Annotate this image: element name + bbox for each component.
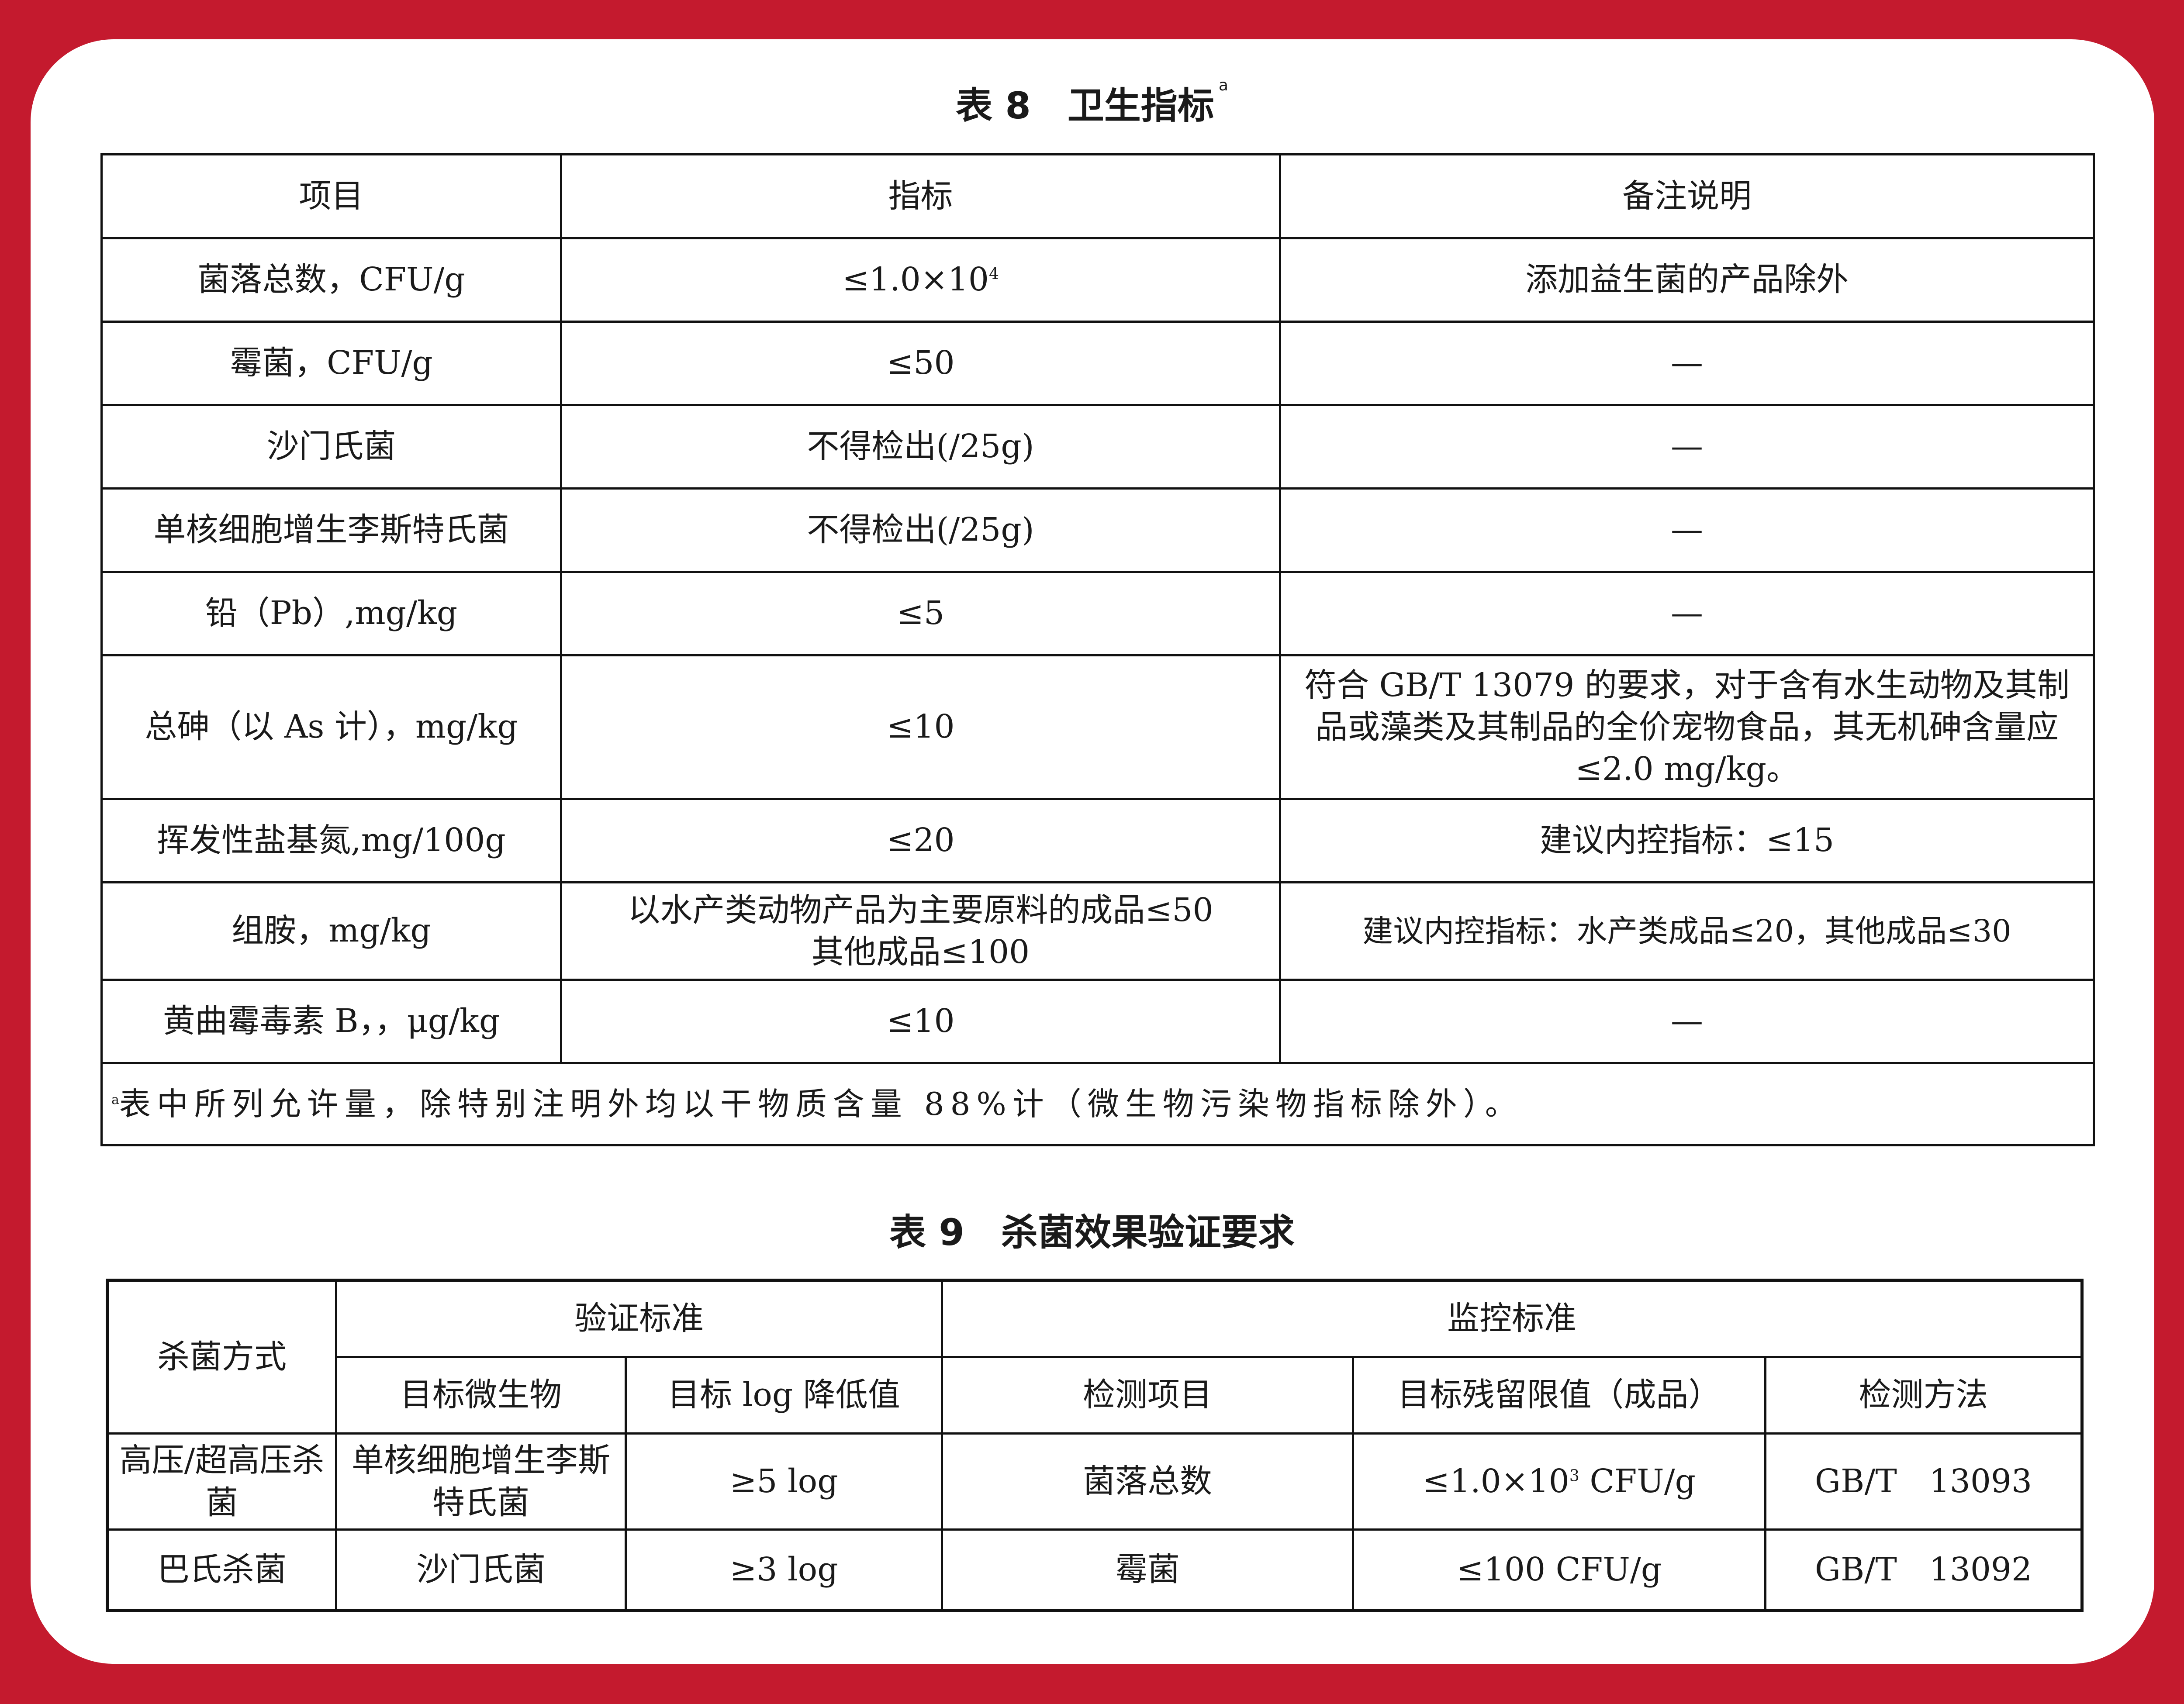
log-cell: ≥3 log (625, 1528, 943, 1611)
table9-sterilization-requirements: 杀菌方式 验证标准 监控标准 目标微生物 目标 log 降低值 检测项目 目标残… (106, 1279, 2084, 1612)
test-cell: GB/T 13093 (1764, 1432, 2083, 1531)
header-cell: 监控标准 (941, 1279, 2083, 1358)
table-row: 组胺，mg/kg 以水产类动物产品为主要原料的成品≤50 其他成品≤100 建议内… (100, 881, 2095, 981)
limit-cell: ≤5 (560, 571, 1281, 656)
header-cell: 指标 (560, 153, 1281, 239)
header-cell: 项目 (100, 153, 562, 239)
residual-cell: ≤100 CFU/g (1352, 1528, 1766, 1611)
item-cell: 挥发性盐基氮,mg/100g (100, 798, 562, 883)
limit-cell: ≤10 (560, 654, 1281, 800)
table-header-row: 项目 指标 备注说明 (100, 153, 2095, 239)
item-cell: 菌落总数，CFU/g (100, 237, 562, 323)
footnote-row: a表中所列允许量，除特别注明外均以干物质含量 88%计（微生物污染物指标除外）。 (100, 1062, 2095, 1146)
method-cell: 巴氏杀菌 (106, 1528, 337, 1611)
table8-hygiene-indicators: 项目 指标 备注说明 菌落总数，CFU/g ≤1.0×104 添加益生菌的产品除… (100, 153, 2095, 1146)
limit-cell: ≤10 (560, 979, 1281, 1064)
header-cell: 备注说明 (1279, 153, 2095, 239)
limit-cell: 以水产类动物产品为主要原料的成品≤50 其他成品≤100 (560, 881, 1281, 981)
item-cell: 沙门氏菌 (100, 404, 562, 490)
table-row: 单核细胞增生李斯特氏菌 不得检出(/25g) — (100, 487, 2095, 573)
footnote: a表中所列允许量，除特别注明外均以干物质含量 88%计（微生物污染物指标除外）。 (100, 1062, 2095, 1146)
table-row: 巴氏杀菌 沙门氏菌 ≥3 log 霉菌 ≤100 CFU/g GB/T 1309… (106, 1528, 2083, 1611)
table-row: 霉菌，CFU/g ≤50 — (100, 321, 2095, 406)
test-cell: GB/T 13092 (1764, 1528, 2083, 1611)
limit-cell: 不得检出(/25g) (560, 404, 1281, 490)
table-row: 挥发性盐基氮,mg/100g ≤20 建议内控指标：≤15 (100, 798, 2095, 883)
header-cell: 杀菌方式 (106, 1279, 337, 1435)
note-cell: 建议内控指标：水产类成品≤20，其他成品≤30 (1279, 881, 2095, 981)
header-cell: 目标微生物 (335, 1356, 627, 1435)
table-row: 黄曲霉毒素 B，，μg/kg ≤10 — (100, 979, 2095, 1064)
note-cell: 添加益生菌的产品除外 (1279, 237, 2095, 323)
item-cell: 铅（Pb）,mg/kg (100, 571, 562, 656)
note-cell: — (1279, 487, 2095, 573)
note-cell: — (1279, 404, 2095, 490)
item-cell: 组胺，mg/kg (100, 881, 562, 981)
table-header-row: 杀菌方式 验证标准 监控标准 (106, 1279, 2083, 1435)
item-cell: 菌落总数 (941, 1432, 1354, 1531)
header-cell: 验证标准 (335, 1279, 943, 1358)
target-cell: 沙门氏菌 (335, 1528, 627, 1611)
note-cell: 符合 GB/T 13079 的要求，对于含有水生动物及其制品或藻类及其制品的全价… (1279, 654, 2095, 800)
note-cell: — (1279, 571, 2095, 656)
item-cell: 总砷（以 As 计），mg/kg (100, 654, 562, 800)
header-cell: 目标残留限值（成品） (1352, 1356, 1766, 1435)
target-cell: 单核细胞增生李斯特氏菌 (335, 1432, 627, 1531)
method-cell: 高压/超高压杀菌 (106, 1432, 337, 1531)
limit-cell: ≤1.0×104 (560, 237, 1281, 323)
residual-cell: ≤1.0×103 CFU/g (1352, 1432, 1766, 1531)
table-subheader-row: 目标微生物 目标 log 降低值 检测项目 目标残留限值（成品） 检测方法 (107, 1356, 2083, 1435)
note-cell: — (1279, 321, 2095, 406)
header-cell: 检测方法 (1764, 1356, 2083, 1435)
table9-title: 表 9 杀菌效果验证要求 (889, 1211, 1295, 1254)
header-cell: 检测项目 (941, 1356, 1354, 1435)
limit-cell: ≤20 (560, 798, 1281, 883)
note-cell: 建议内控指标：≤15 (1279, 798, 2095, 883)
log-cell: ≥5 log (625, 1432, 943, 1531)
table-row: 沙门氏菌 不得检出(/25g) — (100, 404, 2095, 490)
item-cell: 单核细胞增生李斯特氏菌 (100, 487, 562, 573)
item-cell: 霉菌，CFU/g (100, 321, 562, 406)
table-row: 铅（Pb）,mg/kg ≤5 — (100, 571, 2095, 656)
table-row: 高压/超高压杀菌 单核细胞增生李斯特氏菌 ≥5 log 菌落总数 ≤1.0×10… (106, 1432, 2083, 1531)
header-cell: 目标 log 降低值 (625, 1356, 943, 1435)
item-cell: 黄曲霉毒素 B，，μg/kg (100, 979, 562, 1064)
note-cell: — (1279, 979, 2095, 1064)
table8-title: 表 8 卫生指标 a (956, 76, 1228, 127)
table-row: 总砷（以 As 计），mg/kg ≤10 符合 GB/T 13079 的要求，对… (100, 654, 2095, 800)
item-cell: 霉菌 (941, 1528, 1354, 1611)
limit-cell: ≤50 (560, 321, 1281, 406)
table-row: 菌落总数，CFU/g ≤1.0×104 添加益生菌的产品除外 (100, 237, 2095, 323)
limit-cell: 不得检出(/25g) (560, 487, 1281, 573)
